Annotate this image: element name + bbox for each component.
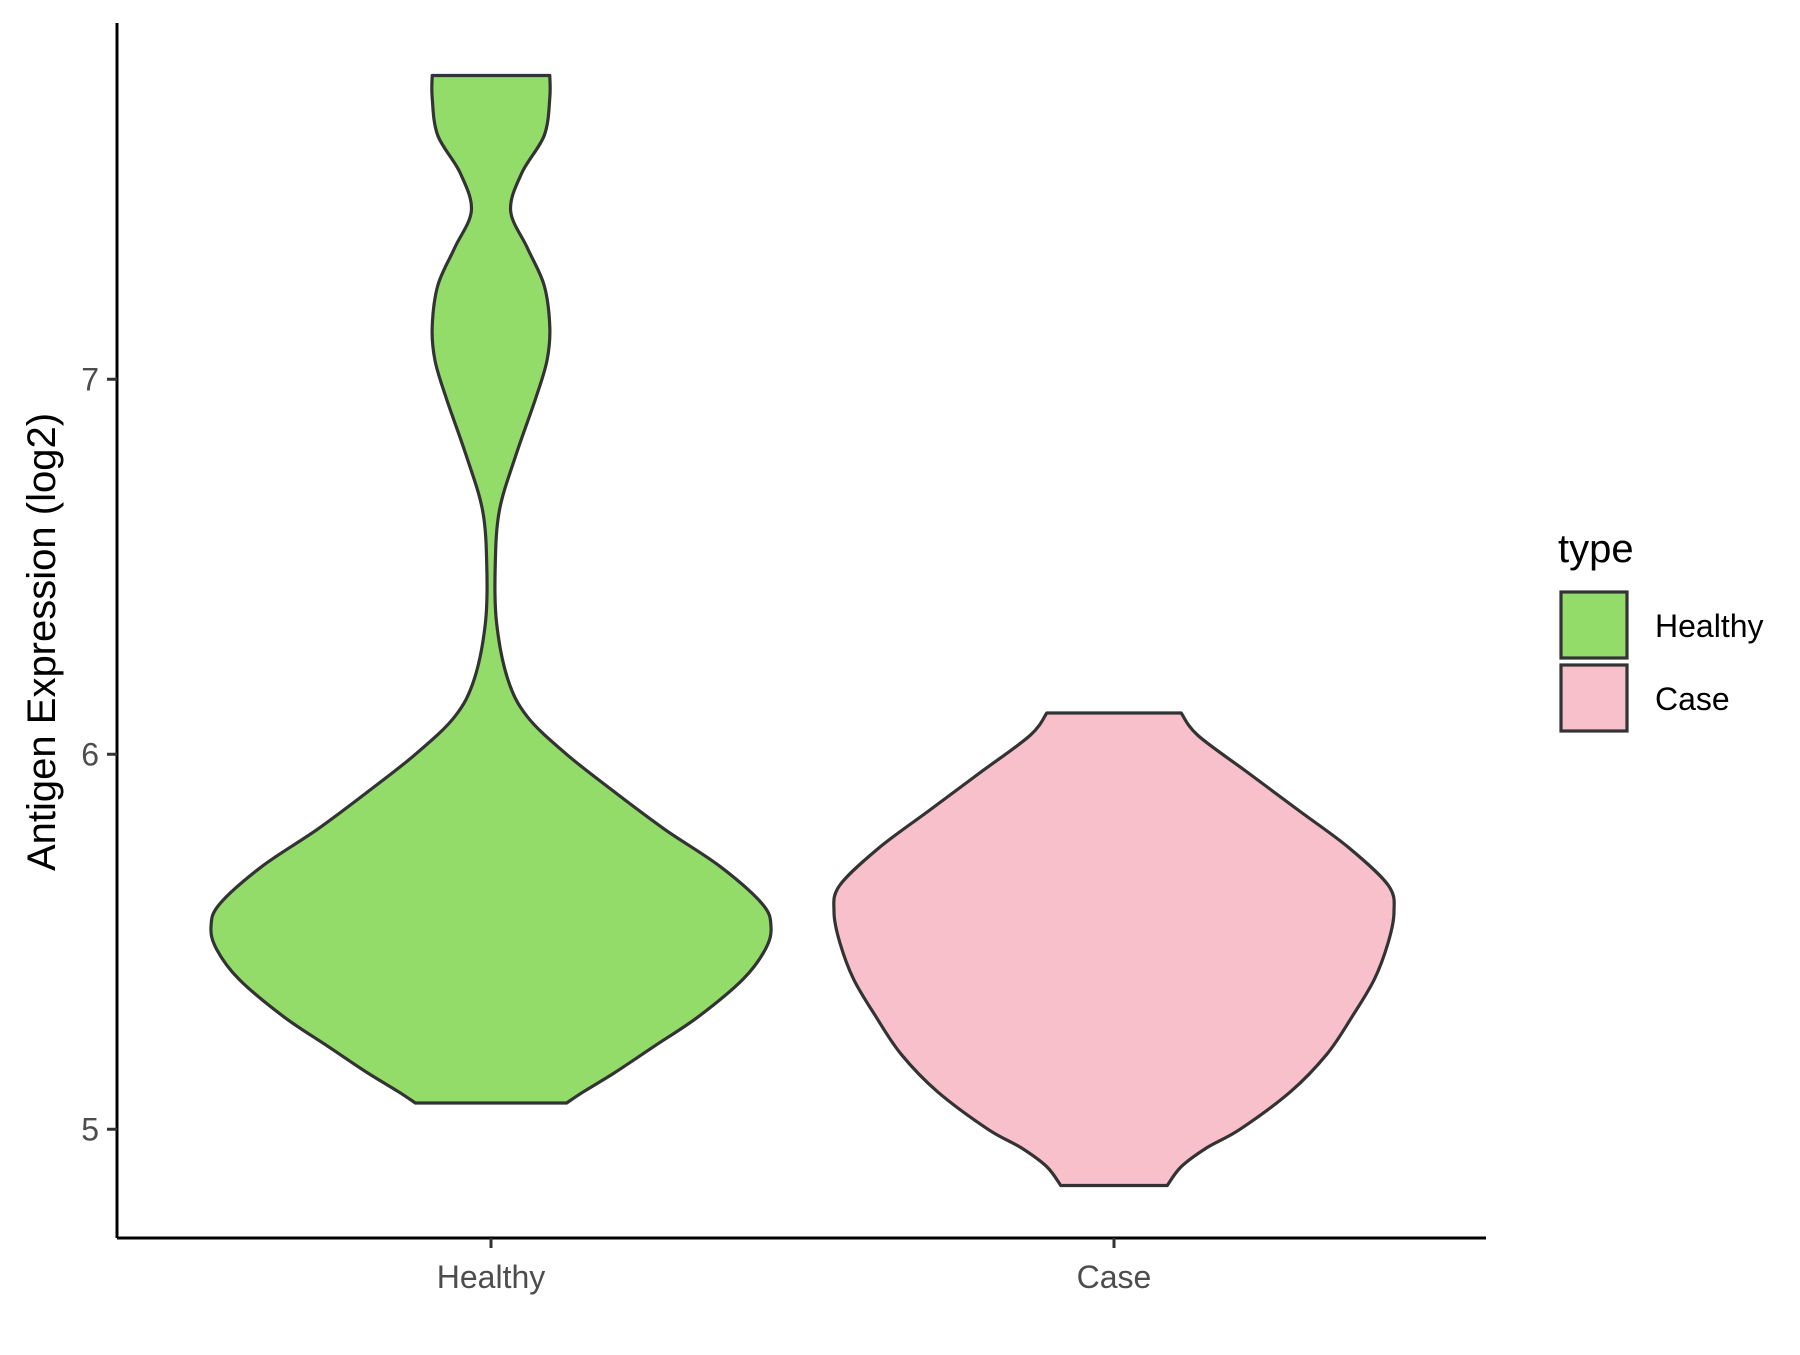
x-tick-label: Healthy	[437, 1259, 546, 1295]
violin-healthy	[209, 73, 773, 1105]
legend-title: type	[1558, 527, 1634, 571]
y-tick-label: 5	[81, 1111, 99, 1147]
violin-layer	[209, 73, 1396, 1188]
y-tick-label: 7	[81, 361, 99, 397]
y-tick-label: 6	[81, 736, 99, 772]
x-tick-label: Case	[1077, 1259, 1152, 1295]
y-axis-ticks: 5 6 7	[81, 361, 117, 1147]
legend: type Healthy Case	[1558, 527, 1764, 733]
violin-case	[832, 711, 1396, 1188]
y-axis-title: Antigen Expression (log2)	[20, 413, 64, 871]
legend-swatch-case	[1559, 663, 1629, 733]
legend-label-case: Case	[1655, 681, 1730, 717]
legend-label-healthy: Healthy	[1655, 608, 1764, 644]
x-axis-ticks: Healthy Case	[437, 1238, 1152, 1295]
legend-swatch-healthy	[1559, 590, 1629, 660]
